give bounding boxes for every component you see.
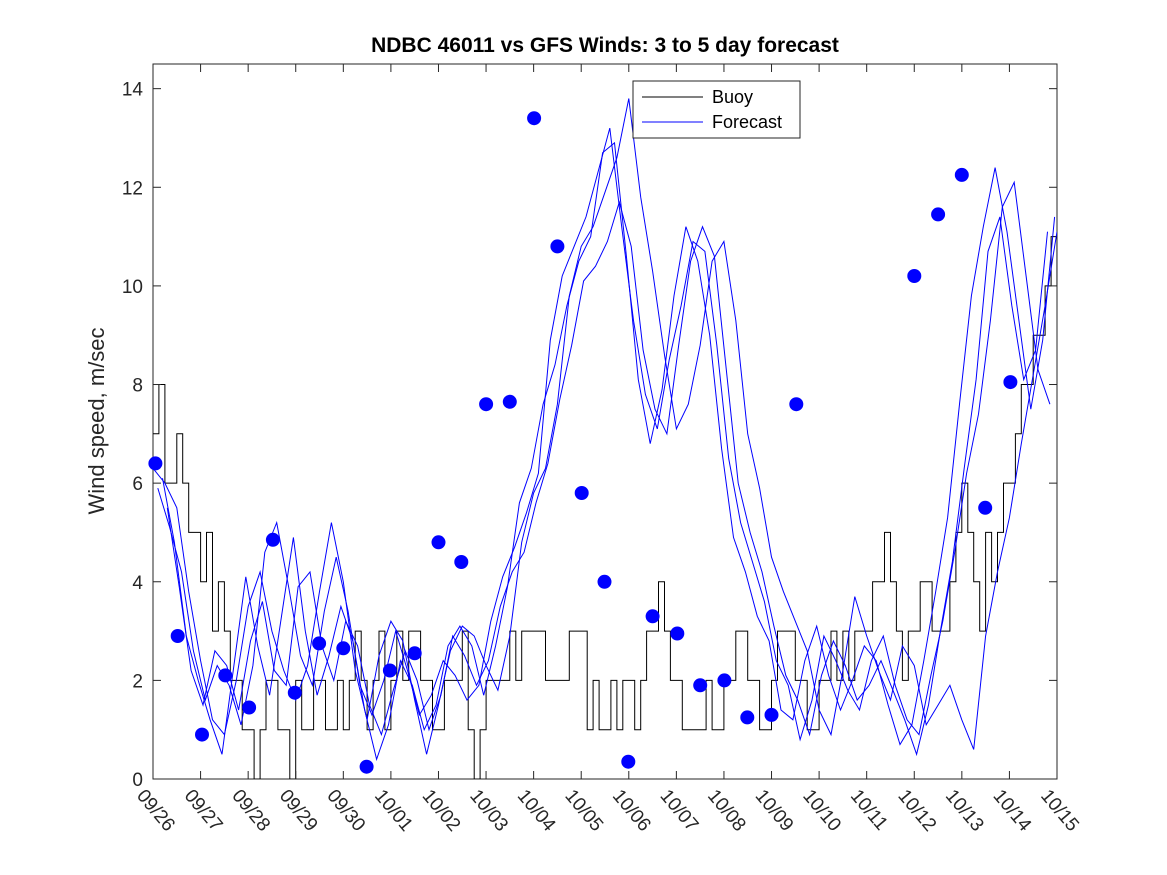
- forecast-marker: [312, 636, 327, 651]
- forecast-marker: [336, 641, 351, 656]
- forecast-marker: [1003, 375, 1018, 390]
- y-tick-label: 6: [132, 474, 143, 495]
- forecast-marker: [170, 629, 185, 643]
- legend: Buoy Forecast: [632, 80, 801, 139]
- y-tick-label: 4: [132, 573, 143, 594]
- buoy-series-line: [153, 236, 1057, 779]
- forecast-marker: [242, 700, 257, 715]
- forecast-marker: [621, 754, 636, 769]
- forecast-series-line-4: [166, 200, 1048, 757]
- forecast-marker: [527, 111, 542, 126]
- forecast-series-line-1: [153, 98, 1057, 755]
- forecast-marker: [574, 486, 589, 500]
- legend-box: [632, 80, 801, 139]
- forecast-marker: [645, 609, 660, 624]
- forecast-marker: [218, 668, 233, 683]
- forecast-marker: [382, 663, 397, 678]
- forecast-marker: [550, 239, 565, 254]
- forecast-marker: [717, 673, 732, 688]
- forecast-marker: [670, 626, 685, 641]
- forecast-marker: [931, 207, 946, 222]
- y-tick-label: 2: [132, 671, 143, 692]
- forecast-marker: [907, 269, 922, 283]
- forecast-marker: [359, 759, 374, 774]
- forecast-series-line-3: [162, 141, 1056, 762]
- forecast-marker: [764, 707, 779, 722]
- forecast-marker: [287, 685, 302, 700]
- forecast-marker: [740, 710, 755, 725]
- forecast-marker: [454, 555, 469, 569]
- forecast-series-line-2: [157, 127, 1051, 742]
- forecast-marker: [195, 727, 209, 742]
- axes-box: [152, 63, 1058, 780]
- forecast-marker: [502, 394, 517, 409]
- chart-title: NDBC 46011 vs GFS Winds: 3 to 5 day fore…: [371, 34, 839, 57]
- y-tick-label: 0: [132, 770, 143, 791]
- y-tick-label: 10: [122, 277, 143, 298]
- y-axis-label: Wind speed, m/sec: [84, 327, 109, 514]
- forecast-marker: [431, 535, 446, 550]
- forecast-marker: [693, 678, 708, 693]
- forecast-marker: [479, 397, 494, 412]
- y-tick-label: 12: [122, 178, 143, 199]
- forecast-marker: [148, 456, 163, 471]
- y-tick-label: 14: [122, 80, 144, 101]
- forecast-marker: [978, 500, 993, 515]
- forecast-marker: [265, 532, 280, 547]
- forecast-marker: [407, 646, 422, 661]
- forecast-marker: [789, 397, 804, 412]
- legend-label-buoy: Buoy: [712, 87, 753, 107]
- legend-label-forecast: Forecast: [712, 112, 782, 132]
- forecast-marker: [954, 167, 969, 182]
- y-tick-label: 8: [132, 376, 143, 397]
- forecast-marker: [597, 574, 612, 589]
